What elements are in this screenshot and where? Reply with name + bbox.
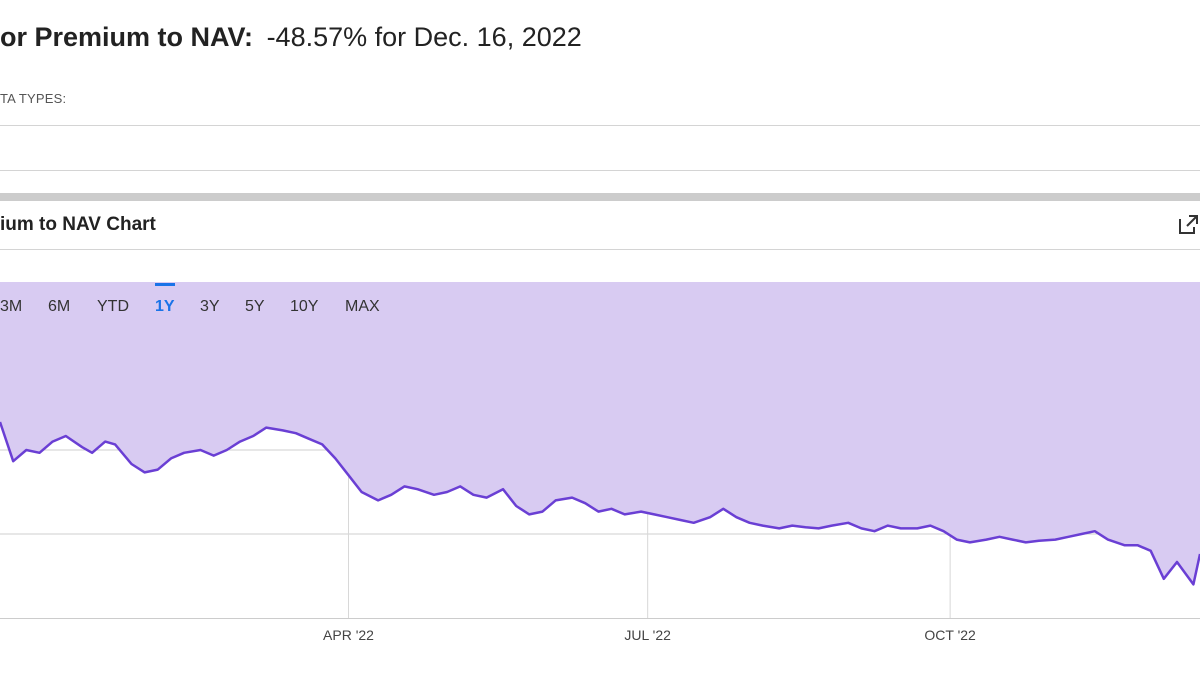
range-tab-3y[interactable]: 3Y	[200, 298, 220, 315]
range-tab-5y[interactable]: 5Y	[245, 298, 265, 315]
divider	[0, 125, 1200, 126]
x-tick-label: OCT '22	[924, 627, 976, 643]
chart-title: ium to NAV Chart	[0, 214, 156, 235]
range-tab-10y[interactable]: 10Y	[290, 298, 319, 315]
range-tab-max[interactable]: MAX	[345, 298, 380, 315]
range-tab-ytd[interactable]: YTD	[97, 298, 129, 315]
divider	[0, 170, 1200, 171]
page-title-label: or Premium to NAV:	[0, 22, 254, 52]
x-tick-label: APR '22	[323, 627, 374, 643]
page-title-value: -48.57% for Dec. 16, 2022	[266, 22, 582, 52]
x-axis-ticks: APR '22 JUL '22 OCT '22	[323, 627, 976, 643]
area-fill	[0, 282, 1200, 585]
series-line	[0, 421, 1200, 586]
divider	[0, 249, 1200, 250]
data-types-label: TA TYPES:	[0, 91, 67, 106]
external-link-icon[interactable]	[1177, 213, 1199, 237]
page-title: or Premium to NAV: -48.57% for Dec. 16, …	[0, 22, 582, 53]
x-tick-label: JUL '22	[624, 627, 671, 643]
section-divider	[0, 193, 1200, 201]
range-tab-6m[interactable]: 6M	[48, 298, 71, 315]
range-tab-1y[interactable]: 1Y	[155, 283, 175, 320]
premium-to-nav-chart: APR '22 JUL '22 OCT '22	[0, 282, 1200, 643]
range-tab-3m[interactable]: 3M	[0, 298, 23, 315]
